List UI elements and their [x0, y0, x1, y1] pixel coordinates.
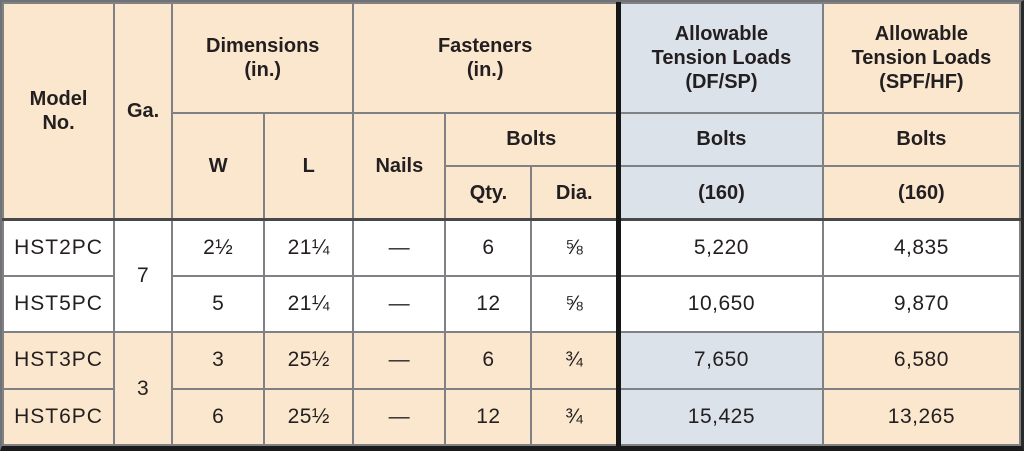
cell-nails: —	[352, 387, 447, 447]
cell-w: 6	[171, 387, 266, 447]
cell-nails: —	[352, 218, 447, 277]
table-row: HST2PC 7 2½ 21¼ — 6 ⅝ 5,220 4,835	[1, 218, 1022, 334]
cell-model: HST3PC	[1, 331, 116, 390]
cell-bolt-qty: 6	[444, 331, 533, 390]
header-nails: Nails	[352, 111, 447, 221]
header-w: W	[171, 111, 266, 221]
header-ga: Ga.	[113, 1, 174, 221]
cell-w: 2½	[171, 218, 266, 277]
cell-l: 25½	[263, 331, 355, 390]
header-bolts-spfhf: Bolts	[821, 111, 1022, 168]
cell-model: HST5PC	[1, 274, 116, 334]
cell-load-dfsp: 7,650	[616, 331, 824, 390]
cell-nails: —	[352, 331, 447, 390]
header-bolts: Bolts	[444, 111, 620, 168]
cell-bolt-qty: 12	[444, 387, 533, 447]
header-row-2: W L Nails Bolts Bolts Bolts	[3, 111, 1022, 221]
cell-nails: —	[352, 274, 447, 334]
table-row: HST6PC 6 25½ — 12 ¾ 15,425 13,265	[1, 387, 1022, 447]
cell-load-spfhf: 4,835	[821, 218, 1022, 277]
cell-load-spfhf: 9,870	[821, 274, 1022, 334]
header-dia: Dia.	[530, 165, 620, 221]
cell-load-dfsp: 10,650	[616, 274, 824, 334]
table-row: HST3PC 3 3 25½ — 6 ¾ 7,650 6,580	[1, 331, 1022, 446]
cell-ga: 7	[113, 218, 174, 334]
cell-load-spfhf: 6,580	[821, 331, 1022, 390]
cell-model: HST2PC	[1, 218, 116, 277]
cell-load-spfhf: 13,265	[821, 387, 1022, 447]
cell-bolt-dia: ¾	[530, 331, 620, 390]
cell-bolt-dia: ⅝	[530, 218, 620, 277]
cell-model: HST6PC	[1, 387, 116, 447]
header-row-3: Qty. Dia. (160) (160)	[3, 165, 1022, 221]
header-model-no: Model No.	[1, 1, 116, 221]
header-bolts-dfsp: Bolts	[616, 111, 824, 168]
header-dimensions: Dimensions (in.)	[171, 2, 355, 114]
header-qty: Qty.	[444, 165, 533, 221]
cell-l: 21¼	[263, 218, 355, 277]
header-allowable-tension-spfhf: Allowable Tension Loads (SPF/HF)	[821, 2, 1022, 114]
cell-bolt-dia: ¾	[530, 387, 620, 447]
cell-load-dfsp: 5,220	[616, 218, 824, 277]
cell-bolt-qty: 12	[444, 274, 533, 334]
table-row: HST5PC 5 21¼ — 12 ⅝ 10,650 9,870	[1, 274, 1022, 334]
cell-l: 25½	[263, 387, 355, 447]
header-l: L	[263, 111, 355, 221]
header-row-1: Model No. Ga. Dimensions (in.) Fasteners…	[1, 1, 1022, 221]
cell-bolt-dia: ⅝	[530, 274, 620, 334]
header-fasteners: Fasteners (in.)	[352, 2, 620, 114]
header-160-dfsp: (160)	[616, 165, 824, 221]
cell-bolt-qty: 6	[444, 218, 533, 277]
cell-load-dfsp: 15,425	[616, 387, 824, 447]
cell-w: 3	[171, 331, 266, 390]
cell-ga: 3	[113, 331, 174, 446]
header-allowable-tension-dfsp: Allowable Tension Loads (DF/SP)	[616, 2, 824, 114]
header-160-spfhf: (160)	[821, 165, 1022, 221]
cell-l: 21¼	[263, 274, 355, 334]
cell-w: 5	[171, 274, 266, 334]
